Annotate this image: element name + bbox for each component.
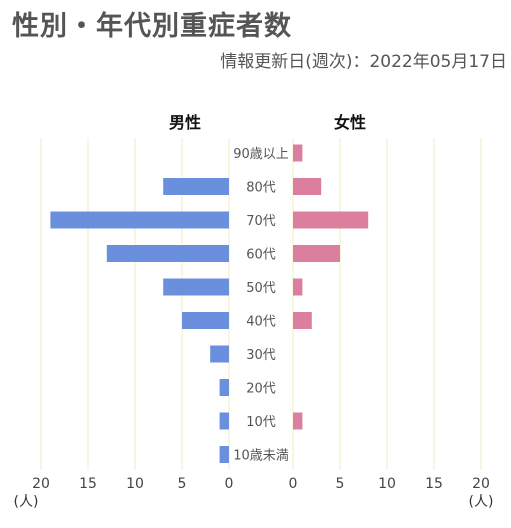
bar-female [293, 412, 303, 430]
bar-female [293, 312, 312, 329]
category-label: 70代 [246, 214, 276, 229]
category-label: 10代 [246, 415, 276, 430]
bars [50, 144, 369, 463]
bar-male [50, 211, 230, 229]
bar-female [293, 178, 322, 195]
category-label: 30代 [246, 348, 276, 363]
category-label: 50代 [246, 281, 276, 296]
tick-label-female: 5 [336, 476, 345, 492]
bar-male [163, 178, 229, 195]
category-label: 80代 [246, 181, 276, 196]
tick-label-female: 20 [472, 476, 490, 492]
category-label: 10歳未満 [233, 449, 289, 464]
category-label: 60代 [246, 248, 276, 263]
bar-male [219, 379, 229, 396]
tick-label-male: 5 [178, 476, 187, 492]
tick-label-female: 0 [289, 476, 298, 492]
tick-label-male: 0 [225, 476, 234, 492]
bar-female [293, 144, 303, 162]
category-label: 40代 [246, 315, 276, 330]
tick-label-female: 15 [425, 476, 443, 492]
tick-label-male: 20 [32, 476, 50, 492]
bar-male [210, 345, 229, 363]
bar-male [219, 412, 229, 430]
unit-label-right: (人) [469, 494, 494, 510]
category-label: 20代 [246, 382, 276, 397]
bar-female [293, 211, 369, 229]
tick-label-male: 10 [126, 476, 144, 492]
legend-male: 男性 [169, 113, 201, 132]
bar-female [293, 278, 303, 296]
unit-label-left: (人) [14, 494, 39, 510]
bar-female [293, 245, 340, 262]
category-label: 90歳以上 [233, 147, 289, 162]
bar-male [106, 245, 229, 262]
page-title: 性別・年代別重症者数 [12, 11, 292, 42]
update-date: 情報更新日(週次)：2022年05月17日 [220, 52, 507, 72]
category-labels: 90歳以上 80代 70代 60代 50代 40代 30代 20代 10代 10歳未満 [233, 147, 289, 464]
bar-male [182, 312, 229, 329]
legend-female: 女性 [334, 113, 366, 132]
tick-label-male: 15 [79, 476, 97, 492]
bar-male [163, 278, 229, 296]
bar-male [219, 446, 229, 463]
tick-label-female: 10 [378, 476, 396, 492]
axis-ticks: 0 0 5 5 10 10 15 15 20 20 [32, 476, 490, 492]
